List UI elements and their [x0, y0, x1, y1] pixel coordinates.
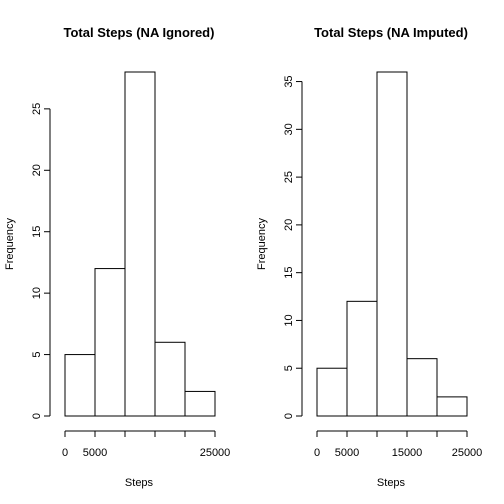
y-tick-label: 15 [283, 267, 295, 279]
y-axis-label: Frequency [4, 218, 16, 270]
x-tick-label: 25000 [452, 447, 483, 459]
y-tick-label: 10 [283, 314, 295, 326]
y-tick-label: 5 [31, 352, 43, 358]
x-tick-label: 5000 [335, 447, 359, 459]
y-tick-label: 20 [283, 219, 295, 231]
x-tick-label: 15000 [392, 447, 423, 459]
y-tick-label: 15 [31, 226, 43, 238]
y-tick-label: 0 [283, 413, 295, 419]
y-tick-label: 10 [31, 287, 43, 299]
histogram-bar [346, 300, 378, 417]
y-tick-label: 20 [31, 164, 43, 176]
x-axis-label: Steps [377, 477, 406, 489]
histogram-bar [436, 396, 468, 417]
histogram-right: Total Steps (NA Imputed) Steps Frequency… [256, 25, 482, 489]
chart-title: Total Steps (NA Ignored) [64, 25, 215, 40]
x-tick-label: 0 [314, 447, 320, 459]
plot-area: 0 5000 15000 25000 0 5 10 15 20 25 30 35 [283, 71, 483, 459]
y-tick-label: 25 [283, 171, 295, 183]
histogram-bar [154, 341, 186, 417]
histogram-bar [94, 268, 126, 417]
y-axis-label: Frequency [256, 218, 268, 270]
x-tick-label: 0 [62, 447, 68, 459]
histogram-bar [376, 71, 408, 417]
histogram-bar [124, 71, 156, 417]
histogram-bar [184, 390, 216, 417]
x-tick-label: 5000 [83, 447, 107, 459]
plot-area: 0 5000 25000 0 5 10 15 20 25 [31, 71, 231, 459]
y-tick-label: 0 [31, 413, 43, 419]
y-tick-label: 25 [31, 103, 43, 115]
histogram-bar [316, 367, 348, 417]
x-axis-label: Steps [125, 477, 154, 489]
y-tick-label: 35 [283, 75, 295, 87]
y-tick-label: 30 [283, 123, 295, 135]
histogram-bar [406, 358, 438, 417]
y-tick-label: 5 [283, 365, 295, 371]
histogram-left: Total Steps (NA Ignored) Steps Frequency… [4, 25, 230, 489]
x-tick-label: 25000 [200, 447, 231, 459]
chart-title: Total Steps (NA Imputed) [314, 25, 468, 40]
histogram-bar [64, 354, 96, 417]
